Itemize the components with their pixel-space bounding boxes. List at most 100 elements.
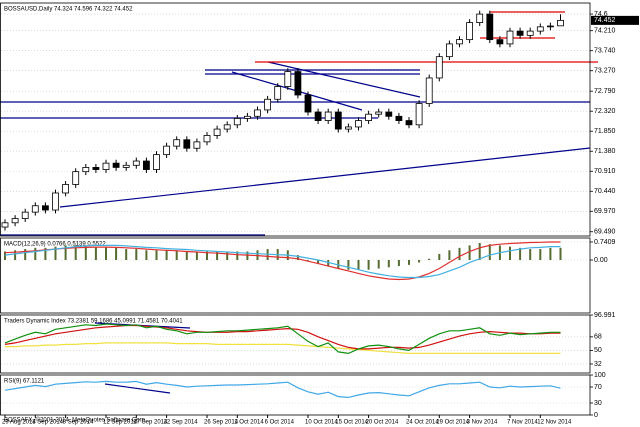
y-tick-label: 68 <box>594 334 602 341</box>
histogram-bar <box>509 246 511 261</box>
indicator-line <box>4 324 561 350</box>
histogram-bar <box>115 247 118 261</box>
trend-line <box>59 147 591 208</box>
x-tick-label: 1 Oct 2014 <box>234 420 264 426</box>
x-tick-label: 15 Oct 2014 <box>335 420 368 426</box>
histogram-bar <box>24 249 27 261</box>
candle-body <box>385 111 393 117</box>
histogram-bar <box>438 253 441 261</box>
candle-body <box>163 145 171 156</box>
histogram-bar <box>549 247 552 261</box>
candle-body <box>132 160 140 166</box>
histogram-bar <box>246 251 249 261</box>
histogram-bar <box>387 260 390 268</box>
candle-body <box>496 39 504 45</box>
histogram-bar <box>94 246 97 261</box>
x-tick-label: 12 Sep 2014 <box>103 420 138 426</box>
divergence-line <box>104 383 171 394</box>
panel-title: MACD(12,26,9) 0.0766 0.5139 0.5522 <box>4 242 106 248</box>
histogram-bar <box>448 250 451 261</box>
candle-body <box>405 120 413 126</box>
histogram-bar <box>155 250 158 261</box>
x-tick-label: 3 Sep 2014 <box>32 420 63 426</box>
candle-body <box>466 22 474 41</box>
candle-body <box>324 111 332 121</box>
histogram-bar <box>216 251 219 261</box>
y-tick-label: 100 <box>594 372 606 379</box>
histogram-bar <box>165 250 168 261</box>
candle-body <box>294 71 302 96</box>
histogram-bar <box>185 251 188 261</box>
candle-body <box>42 205 49 211</box>
candle-body <box>425 77 433 104</box>
histogram-bar <box>458 247 461 261</box>
candle-body <box>112 162 120 168</box>
histogram-bar <box>175 250 178 261</box>
x-tick-label: 20 Oct 2014 <box>366 420 399 426</box>
x-tick-label: 22 Sep 2014 <box>164 420 199 426</box>
histogram-bar <box>195 251 198 261</box>
histogram-bar <box>539 249 542 261</box>
candle-body <box>506 30 514 45</box>
candle-body <box>223 124 231 130</box>
candle-body <box>314 111 322 121</box>
candle-body <box>264 98 272 111</box>
x-tick-label: 3 Nov 2014 <box>467 420 498 426</box>
last-price-box <box>591 15 639 25</box>
candle-body <box>476 13 484 23</box>
y-tick-label: 96.991 <box>594 312 616 319</box>
candle-body <box>435 56 443 79</box>
histogram-bar <box>529 249 532 261</box>
y-tick-label: 70 <box>594 384 602 391</box>
panel-title: RSI(9) 67.1121 <box>4 379 45 385</box>
histogram-bar <box>74 245 77 261</box>
candle-body <box>365 113 373 121</box>
candle-body <box>52 192 59 211</box>
histogram-bar <box>14 250 17 261</box>
candle-body <box>284 71 292 87</box>
candle-body <box>233 118 241 126</box>
candle-body <box>536 26 544 32</box>
candle-body <box>142 160 150 170</box>
histogram-bar <box>44 247 47 261</box>
candle-body <box>274 86 282 100</box>
histogram-bar <box>519 247 522 261</box>
histogram-bar <box>408 260 410 265</box>
indicator-line <box>5 342 561 354</box>
candle-body <box>547 25 554 28</box>
panel-title: Traders Dynamic Index 73.2381 59.1686 45… <box>4 319 183 325</box>
candle-body <box>11 218 19 224</box>
histogram-bar <box>64 245 67 261</box>
candle-body <box>243 115 251 119</box>
histogram-bar <box>105 246 107 261</box>
candle-body <box>375 111 383 115</box>
indicator-line <box>4 244 561 279</box>
candle-body <box>304 94 312 113</box>
candle-body <box>153 154 160 170</box>
candle-body <box>102 162 110 170</box>
x-tick-label: 6 Oct 2014 <box>265 420 295 426</box>
candle-body <box>72 171 80 185</box>
histogram-bar <box>135 249 138 261</box>
y-tick-label: 70.440 <box>594 188 616 195</box>
y-tick-label: 0.00 <box>594 257 608 264</box>
candle-body <box>355 120 362 128</box>
histogram-bar <box>307 260 309 261</box>
histogram-bar <box>84 245 87 261</box>
histogram-bar <box>4 251 6 261</box>
histogram-bar <box>327 260 330 267</box>
y-tick-label: 72.790 <box>594 88 616 95</box>
candle-body <box>92 167 100 170</box>
x-tick-label: 10 Oct 2014 <box>305 420 338 426</box>
panel-frame <box>0 374 591 416</box>
y-tick-label: 69.970 <box>594 208 616 215</box>
candle-body <box>193 141 201 149</box>
footer: BOSSAFX, ©2001-2014, MetaQuotes Software… <box>4 417 147 424</box>
x-tick-label: 29 Aug 2014 <box>2 420 36 426</box>
histogram-bar <box>145 250 148 261</box>
candle-body <box>21 211 29 219</box>
histogram-bar <box>236 251 239 261</box>
y-tick-label: 0.7409 <box>594 239 616 246</box>
